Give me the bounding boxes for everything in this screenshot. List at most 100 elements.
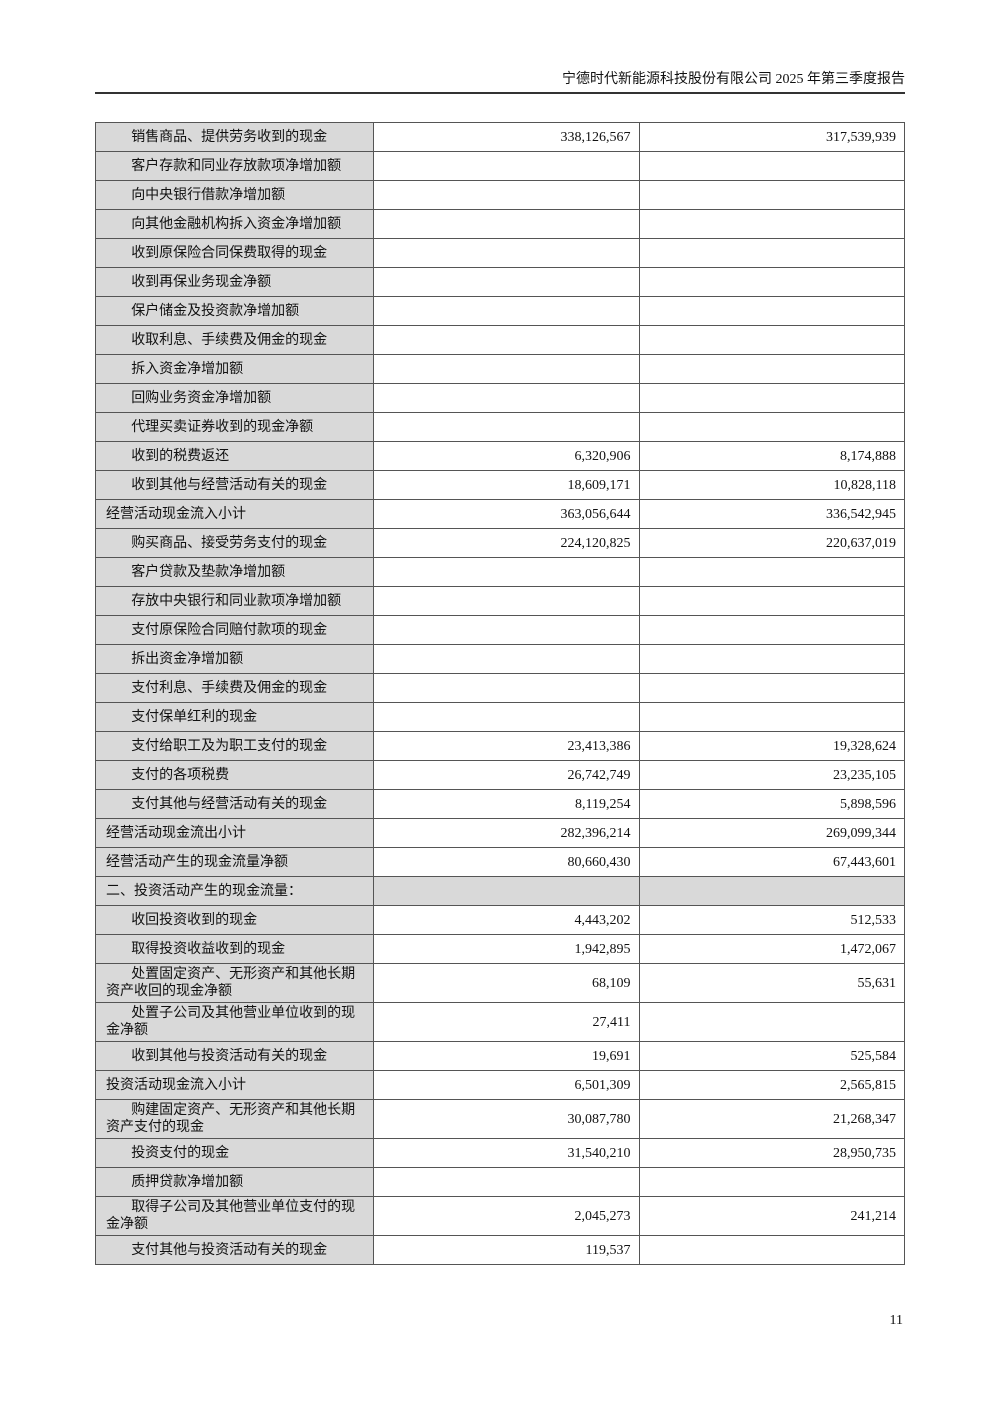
row-label: 保户储金及投资款净增加额 [95,296,374,326]
row-label: 向其他金融机构拆入资金净增加额 [95,209,374,239]
current-period-value [373,702,640,732]
table-row: 处置子公司及其他营业单位收到的现金净额 27,411 [95,1002,905,1042]
row-label: 投资支付的现金 [95,1138,374,1168]
current-period-value [373,673,640,703]
row-label: 取得子公司及其他营业单位支付的现金净额 [95,1196,374,1236]
row-label: 处置子公司及其他营业单位收到的现金净额 [95,1002,374,1042]
row-label: 向中央银行借款净增加额 [95,180,374,210]
prior-period-value [638,238,905,268]
current-period-value [373,209,640,239]
current-period-value [373,180,640,210]
current-period-value: 27,411 [373,1002,640,1042]
current-period-value: 224,120,825 [373,528,640,558]
row-label: 收到其他与投资活动有关的现金 [95,1041,374,1071]
current-period-value: 363,056,644 [373,499,640,529]
row-label: 投资活动现金流入小计 [95,1070,374,1100]
row-label: 收到其他与经营活动有关的现金 [95,470,374,500]
current-period-value: 119,537 [373,1235,640,1265]
row-label: 代理买卖证券收到的现金净额 [95,412,374,442]
prior-period-value [638,151,905,181]
row-label: 支付保单红利的现金 [95,702,374,732]
current-period-value: 19,691 [373,1041,640,1071]
table-row: 拆入资金净增加额 [95,354,905,384]
table-row: 收到其他与经营活动有关的现金 18,609,171 10,828,118 [95,470,905,500]
prior-period-value: 23,235,105 [638,760,905,790]
current-period-value [373,615,640,645]
current-period-value [373,238,640,268]
prior-period-value [638,702,905,732]
row-label: 取得投资收益收到的现金 [95,934,374,964]
table-row: 收取利息、手续费及佣金的现金 [95,325,905,355]
table-row: 支付给职工及为职工支付的现金 23,413,386 19,328,624 [95,731,905,761]
table-row: 质押贷款净增加额 [95,1167,905,1197]
row-label: 处置固定资产、无形资产和其他长期资产收回的现金净额 [95,963,374,1003]
prior-period-value [638,383,905,413]
subtotal-row: 投资活动现金流入小计 6,501,309 2,565,815 [95,1070,905,1100]
page-header: 宁德时代新能源科技股份有限公司 2025 年第三季度报告 [95,70,905,94]
prior-period-value: 241,214 [638,1196,905,1236]
table-row: 处置固定资产、无形资产和其他长期资产收回的现金净额 68,109 55,631 [95,963,905,1003]
prior-period-value: 55,631 [638,963,905,1003]
prior-period-value [638,180,905,210]
prior-period-value: 67,443,601 [638,847,905,877]
prior-period-value: 525,584 [638,1041,905,1071]
table-row: 回购业务资金净增加额 [95,383,905,413]
prior-period-value [638,267,905,297]
prior-period-value: 8,174,888 [638,441,905,471]
current-period-value: 23,413,386 [373,731,640,761]
current-period-value [373,586,640,616]
row-label: 购建固定资产、无形资产和其他长期资产支付的现金 [95,1099,374,1139]
current-period-value: 6,501,309 [373,1070,640,1100]
row-label: 支付其他与经营活动有关的现金 [95,789,374,819]
table-row: 收到原保险合同保费取得的现金 [95,238,905,268]
prior-period-value [638,296,905,326]
current-period-value [373,1167,640,1197]
row-label: 销售商品、提供劳务收到的现金 [95,122,374,152]
prior-period-value: 2,565,815 [638,1070,905,1100]
current-period-value: 18,609,171 [373,470,640,500]
prior-period-value [638,615,905,645]
table-row: 支付其他与经营活动有关的现金 8,119,254 5,898,596 [95,789,905,819]
prior-period-value: 512,533 [638,905,905,935]
table-row: 向其他金融机构拆入资金净增加额 [95,209,905,239]
row-label: 收回投资收到的现金 [95,905,374,935]
table-row: 支付的各项税费 26,742,749 23,235,105 [95,760,905,790]
current-period-value: 68,109 [373,963,640,1003]
prior-period-value [638,1235,905,1265]
row-label: 经营活动现金流入小计 [95,499,374,529]
row-label: 收到原保险合同保费取得的现金 [95,238,374,268]
table-row: 收回投资收到的现金 4,443,202 512,533 [95,905,905,935]
prior-period-value [638,876,905,906]
current-period-value [373,325,640,355]
current-period-value: 80,660,430 [373,847,640,877]
prior-period-value: 317,539,939 [638,122,905,152]
prior-period-value [638,673,905,703]
report-title: 宁德时代新能源科技股份有限公司 2025 年第三季度报告 [562,72,905,87]
current-period-value [373,296,640,326]
prior-period-value: 10,828,118 [638,470,905,500]
table-row: 支付原保险合同赔付款项的现金 [95,615,905,645]
table-row: 保户储金及投资款净增加额 [95,296,905,326]
row-label: 支付给职工及为职工支付的现金 [95,731,374,761]
page-number: 11 [889,1313,903,1328]
section-header-row: 二、投资活动产生的现金流量： [95,876,905,906]
prior-period-value [638,209,905,239]
row-label: 支付利息、手续费及佣金的现金 [95,673,374,703]
current-period-value [373,267,640,297]
prior-period-value: 28,950,735 [638,1138,905,1168]
table-row: 投资支付的现金 31,540,210 28,950,735 [95,1138,905,1168]
table-row: 拆出资金净增加额 [95,644,905,674]
current-period-value [373,412,640,442]
prior-period-value [638,1167,905,1197]
current-period-value [373,383,640,413]
row-label: 客户贷款及垫款净增加额 [95,557,374,587]
current-period-value [373,557,640,587]
row-label: 存放中央银行和同业款项净增加额 [95,586,374,616]
table-row: 取得投资收益收到的现金 1,942,895 1,472,067 [95,934,905,964]
prior-period-value: 21,268,347 [638,1099,905,1139]
prior-period-value [638,412,905,442]
table-row: 支付其他与投资活动有关的现金 119,537 [95,1235,905,1265]
current-period-value: 6,320,906 [373,441,640,471]
current-period-value: 4,443,202 [373,905,640,935]
prior-period-value: 19,328,624 [638,731,905,761]
